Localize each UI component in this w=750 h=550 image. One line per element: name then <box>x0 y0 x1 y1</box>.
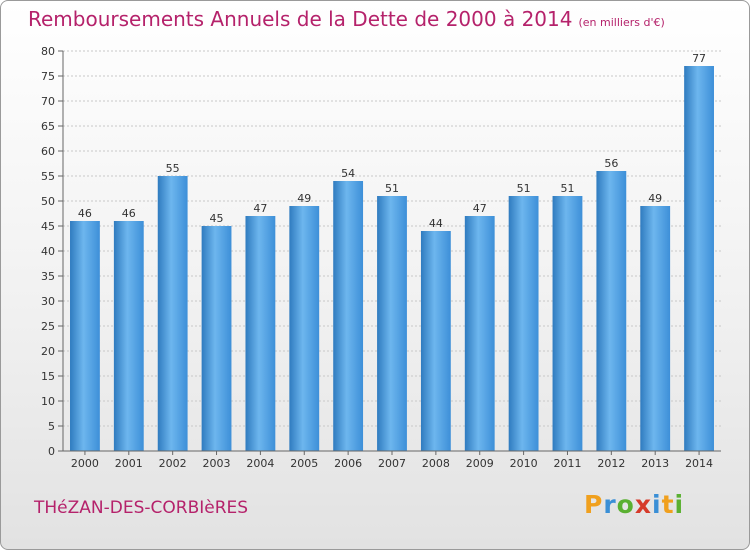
data-label: 44 <box>429 217 443 230</box>
x-tick-label: 2006 <box>334 457 362 470</box>
x-tick-label: 2012 <box>597 457 625 470</box>
y-tick-label: 20 <box>41 345 55 358</box>
x-tick-label: 2004 <box>246 457 274 470</box>
bar <box>420 231 451 451</box>
data-label: 54 <box>341 167 355 180</box>
data-label: 51 <box>517 182 531 195</box>
logo-letter: x <box>634 490 652 519</box>
y-tick-label: 10 <box>41 395 55 408</box>
x-tick-label: 2014 <box>685 457 713 470</box>
proxiti-logo: Proxiti <box>584 490 684 519</box>
bars <box>70 66 714 451</box>
x-tick-label: 2000 <box>71 457 99 470</box>
axes <box>62 51 721 452</box>
y-tick-label: 45 <box>41 220 55 233</box>
bar <box>464 216 495 451</box>
bar <box>70 221 100 451</box>
bar <box>289 206 320 451</box>
y-axis-ticks: 0 5 10 15 20 25 30 35 40 45 50 55 60 65 70 75 80 <box>41 45 63 458</box>
bar <box>684 66 714 451</box>
y-tick-label: 35 <box>41 270 55 283</box>
data-label: 47 <box>473 202 487 215</box>
bar <box>377 196 407 451</box>
unit-note: (en milliers d'€) <box>578 16 665 29</box>
x-tick-label: 2002 <box>159 457 187 470</box>
data-label: 55 <box>166 162 180 175</box>
data-labels: 46 46 55 45 47 49 54 51 44 47 51 51 56 49 77 <box>78 52 706 230</box>
data-label: 47 <box>253 202 267 215</box>
y-tick-label: 75 <box>41 70 55 83</box>
logo-letter: P <box>584 490 604 519</box>
bar <box>640 206 671 451</box>
data-label: 51 <box>560 182 574 195</box>
x-tick-label: 2007 <box>378 457 406 470</box>
logo-letter: o <box>616 490 635 519</box>
x-tick-label: 2010 <box>510 457 538 470</box>
logo-letter: i <box>652 490 662 519</box>
bar <box>113 221 144 451</box>
y-tick-label: 70 <box>41 95 55 108</box>
y-tick-label: 30 <box>41 295 55 308</box>
bar <box>245 216 276 451</box>
data-label: 46 <box>122 207 136 220</box>
data-label: 49 <box>648 192 662 205</box>
y-tick-label: 0 <box>48 445 55 458</box>
x-tick-label: 2001 <box>115 457 143 470</box>
place-name: THéZAN-DES-CORBIèRES <box>34 498 249 518</box>
y-tick-label: 80 <box>41 45 55 58</box>
x-tick-label: 2005 <box>290 457 318 470</box>
x-tick-label: 2003 <box>203 457 231 470</box>
chart-title: Remboursements Annuels de la Dette de 20… <box>28 7 665 31</box>
bar <box>157 176 188 451</box>
logo-letter: t <box>661 490 675 519</box>
logo-letter: r <box>603 490 617 519</box>
bar <box>552 196 583 451</box>
x-tick-label: 2009 <box>466 457 494 470</box>
y-tick-label: 5 <box>48 420 55 433</box>
data-label: 56 <box>604 157 618 170</box>
logo-letter: i <box>674 490 685 519</box>
y-tick-label: 55 <box>41 170 55 183</box>
data-label: 45 <box>210 212 224 225</box>
data-label: 51 <box>385 182 399 195</box>
y-tick-label: 60 <box>41 145 55 158</box>
x-tick-label: 2008 <box>422 457 450 470</box>
data-label: 77 <box>692 52 706 65</box>
y-tick-label: 40 <box>41 245 55 258</box>
bar <box>508 196 539 451</box>
data-label: 46 <box>78 207 92 220</box>
y-tick-label: 25 <box>41 320 55 333</box>
bar <box>596 171 627 451</box>
data-label: 49 <box>297 192 311 205</box>
bar <box>333 181 364 451</box>
y-tick-label: 65 <box>41 120 55 133</box>
x-tick-label: 2011 <box>553 457 581 470</box>
title-text: Remboursements Annuels de la Dette de 20… <box>28 7 573 31</box>
y-tick-label: 15 <box>41 370 55 383</box>
bar <box>201 226 232 451</box>
x-axis-ticks: 2000 2001 2002 2003 2004 2005 2006 2007 2008 2009… <box>71 451 713 470</box>
y-tick-label: 50 <box>41 195 55 208</box>
x-tick-label: 2013 <box>641 457 669 470</box>
